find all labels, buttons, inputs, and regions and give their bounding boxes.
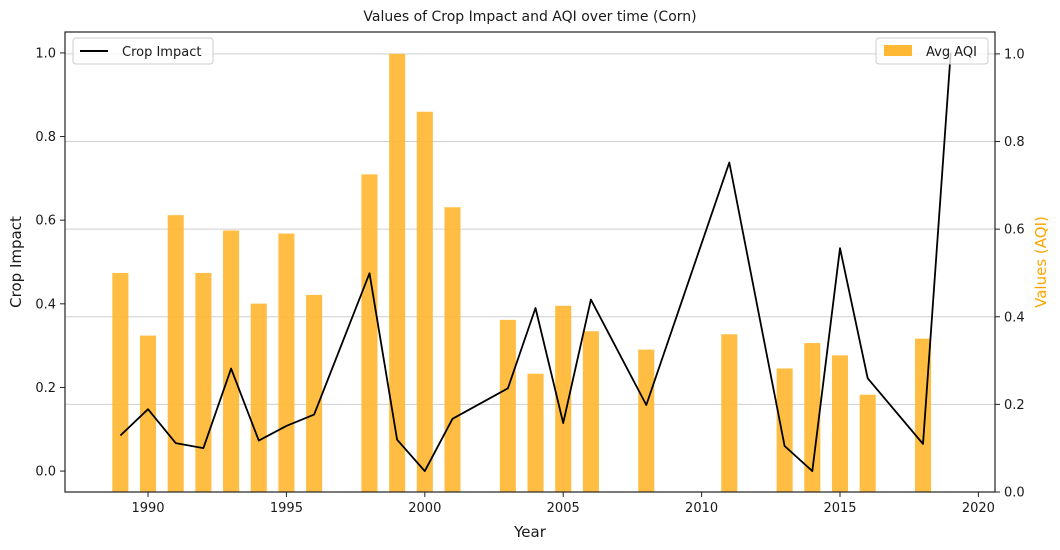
bar-avg-aqi xyxy=(223,230,240,492)
left-y-tick-label: 0.2 xyxy=(35,381,56,396)
chart-title: Values of Crop Impact and AQI over time … xyxy=(363,9,696,25)
left-y-tick-label: 0.4 xyxy=(35,297,56,312)
line-crop-impact-path xyxy=(119,52,952,473)
right-y-axis-label: Values (AQI) xyxy=(1032,216,1050,308)
x-tick-label: 2005 xyxy=(547,501,580,516)
plot-frame xyxy=(64,31,996,493)
bar-avg-aqi xyxy=(416,111,433,492)
right-y-tick-label: 0.2 xyxy=(1004,398,1025,413)
bar-avg-aqi xyxy=(361,174,378,492)
bar-avg-aqi xyxy=(721,334,738,492)
bar-avg-aqi xyxy=(776,368,793,492)
bar-avg-aqi xyxy=(499,319,516,492)
x-tick-label: 2015 xyxy=(823,501,856,516)
x-tick-label: 1995 xyxy=(270,501,303,516)
bar-avg-aqi xyxy=(582,331,599,492)
bar-avg-aqi xyxy=(831,355,849,492)
bar-avg-aqi xyxy=(112,272,129,492)
bars-avg-aqi xyxy=(112,53,932,493)
bar-avg-aqi xyxy=(555,305,572,492)
bar-avg-aqi xyxy=(167,215,184,492)
bar-avg-aqi xyxy=(195,272,212,492)
bar-avg-aqi xyxy=(389,53,406,493)
legend-bar-box xyxy=(875,37,989,65)
left-y-tick-label: 0.0 xyxy=(35,465,56,480)
x-tick-label: 2020 xyxy=(962,501,995,516)
right-y-tick-label: 1.0 xyxy=(1004,47,1025,62)
x-tick-label: 2010 xyxy=(685,501,718,516)
bar-avg-aqi xyxy=(278,233,295,492)
legend-bar-swatch xyxy=(884,45,912,56)
bar-avg-aqi xyxy=(859,394,876,492)
bar-avg-aqi xyxy=(804,343,821,492)
right-y-tick-label: 0.6 xyxy=(1004,223,1025,238)
left-y-tick-label: 0.8 xyxy=(35,130,56,145)
left-y-axis-label: Crop Impact xyxy=(7,216,25,308)
bar-avg-aqi xyxy=(306,294,323,492)
right-y-tick-label: 0.8 xyxy=(1004,135,1025,150)
x-tick-label: 2000 xyxy=(408,501,441,516)
bar-avg-aqi xyxy=(444,207,461,492)
left-y-axis: 0.0 0.2 0.4 0.6 0.8 1.0 xyxy=(35,46,65,480)
legend-bar: Avg AQI xyxy=(875,37,989,65)
right-y-tick-label: 0.0 xyxy=(1004,486,1025,501)
left-y-tick-label: 0.6 xyxy=(35,214,56,229)
bar-avg-aqi xyxy=(140,335,157,492)
bar-avg-aqi xyxy=(250,303,267,492)
right-y-tick-label: 0.4 xyxy=(1004,310,1025,325)
right-y-axis: 0.0 0.2 0.4 0.6 0.8 1.0 xyxy=(995,47,1025,501)
legend-bar-label: Avg AQI xyxy=(926,45,977,60)
legend-line-box xyxy=(72,37,214,65)
bar-avg-aqi xyxy=(527,373,544,492)
x-axis-label: Year xyxy=(513,523,547,541)
line-crop-impact xyxy=(119,52,952,473)
legend-line: Crop Impact xyxy=(72,37,214,65)
legend-line-label: Crop Impact xyxy=(122,45,201,60)
bar-avg-aqi xyxy=(638,349,655,492)
x-axis: 1990 1995 2000 2005 2010 2015 2020 xyxy=(131,492,995,516)
left-y-tick-label: 1.0 xyxy=(35,46,56,61)
x-tick-label: 1990 xyxy=(131,501,164,516)
